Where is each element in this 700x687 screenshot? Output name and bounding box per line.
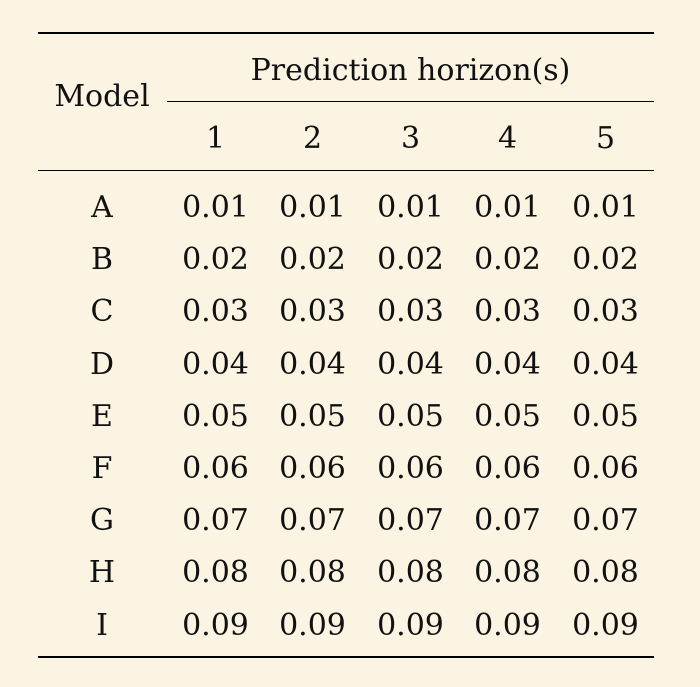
value-cell: 0.03 bbox=[279, 294, 346, 329]
value-cell: 0.01 bbox=[474, 190, 541, 225]
value-cell: 0.04 bbox=[474, 347, 541, 382]
value-cell: 0.04 bbox=[377, 347, 444, 382]
value-cell: 0.09 bbox=[279, 608, 346, 643]
value-cell: 0.01 bbox=[572, 190, 639, 225]
value-cell: 0.05 bbox=[474, 399, 541, 434]
value-cell: 0.08 bbox=[182, 555, 249, 590]
value-cell: 0.02 bbox=[572, 242, 639, 277]
value-cell: 0.03 bbox=[474, 294, 541, 329]
value-cell: 0.03 bbox=[182, 294, 249, 329]
value-cell: 0.07 bbox=[182, 503, 249, 538]
value-cell: 0.01 bbox=[279, 190, 346, 225]
value-cell: 0.09 bbox=[182, 608, 249, 643]
value-cell: 0.03 bbox=[572, 294, 639, 329]
model-label: C bbox=[90, 294, 114, 329]
value-cell: 0.05 bbox=[182, 399, 249, 434]
horizon-column-header: 5 bbox=[595, 121, 616, 156]
model-label: F bbox=[91, 451, 113, 486]
table-bottom-rule bbox=[38, 656, 654, 658]
value-cell: 0.09 bbox=[474, 608, 541, 643]
value-cell: 0.05 bbox=[279, 399, 346, 434]
value-cell: 0.06 bbox=[474, 451, 541, 486]
value-cell: 0.06 bbox=[572, 451, 639, 486]
value-cell: 0.07 bbox=[377, 503, 444, 538]
value-cell: 0.06 bbox=[279, 451, 346, 486]
value-cell: 0.04 bbox=[572, 347, 639, 382]
header-separator-rule bbox=[38, 170, 654, 171]
horizon-column-header: 3 bbox=[400, 121, 421, 156]
value-cell: 0.07 bbox=[279, 503, 346, 538]
value-cell: 0.08 bbox=[377, 555, 444, 590]
horizon-column-header: 2 bbox=[302, 121, 323, 156]
model-label: I bbox=[96, 608, 108, 643]
value-cell: 0.08 bbox=[474, 555, 541, 590]
value-cell: 0.04 bbox=[279, 347, 346, 382]
value-cell: 0.07 bbox=[572, 503, 639, 538]
group-header-rule bbox=[167, 101, 654, 102]
value-cell: 0.03 bbox=[377, 294, 444, 329]
model-label: E bbox=[91, 399, 113, 434]
value-cell: 0.02 bbox=[377, 242, 444, 277]
model-label: G bbox=[90, 503, 114, 538]
value-cell: 0.02 bbox=[279, 242, 346, 277]
value-cell: 0.04 bbox=[182, 347, 249, 382]
model-column-header: Model bbox=[54, 79, 150, 114]
value-cell: 0.02 bbox=[182, 242, 249, 277]
value-cell: 0.05 bbox=[377, 399, 444, 434]
model-label: A bbox=[91, 190, 113, 225]
model-label: H bbox=[88, 555, 116, 590]
value-cell: 0.06 bbox=[182, 451, 249, 486]
horizon-column-header: 4 bbox=[497, 121, 518, 156]
prediction-horizon-header: Prediction horizon(s) bbox=[250, 53, 571, 88]
value-cell: 0.02 bbox=[474, 242, 541, 277]
value-cell: 0.01 bbox=[182, 190, 249, 225]
value-cell: 0.09 bbox=[572, 608, 639, 643]
value-cell: 0.06 bbox=[377, 451, 444, 486]
value-cell: 0.08 bbox=[279, 555, 346, 590]
value-cell: 0.07 bbox=[474, 503, 541, 538]
model-label: D bbox=[89, 347, 115, 382]
value-cell: 0.01 bbox=[377, 190, 444, 225]
table-top-rule bbox=[38, 32, 654, 34]
value-cell: 0.09 bbox=[377, 608, 444, 643]
horizon-column-header: 1 bbox=[205, 121, 226, 156]
value-cell: 0.05 bbox=[572, 399, 639, 434]
model-label: B bbox=[90, 242, 114, 277]
value-cell: 0.08 bbox=[572, 555, 639, 590]
